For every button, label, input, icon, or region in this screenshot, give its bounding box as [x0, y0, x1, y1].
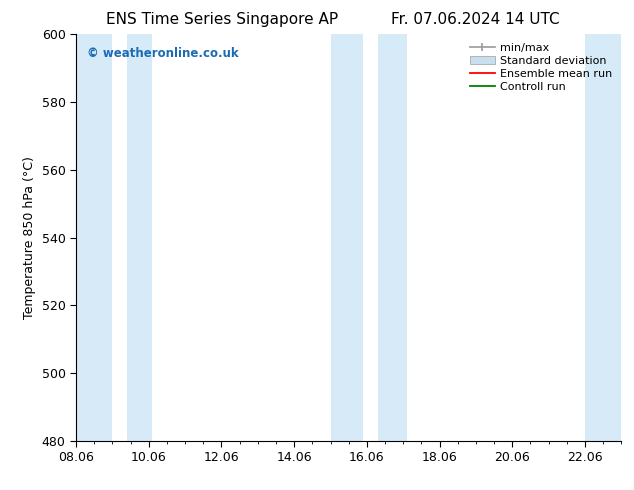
Y-axis label: Temperature 850 hPa (°C): Temperature 850 hPa (°C) — [23, 156, 36, 319]
Text: Fr. 07.06.2024 14 UTC: Fr. 07.06.2024 14 UTC — [391, 12, 560, 27]
Bar — [127, 34, 152, 441]
Bar — [76, 34, 112, 441]
Bar — [378, 34, 407, 441]
Bar — [585, 34, 621, 441]
Text: © weatheronline.co.uk: © weatheronline.co.uk — [87, 47, 238, 59]
Bar — [330, 34, 363, 441]
Legend: min/max, Standard deviation, Ensemble mean run, Controll run: min/max, Standard deviation, Ensemble me… — [467, 40, 616, 95]
Text: ENS Time Series Singapore AP: ENS Time Series Singapore AP — [106, 12, 338, 27]
